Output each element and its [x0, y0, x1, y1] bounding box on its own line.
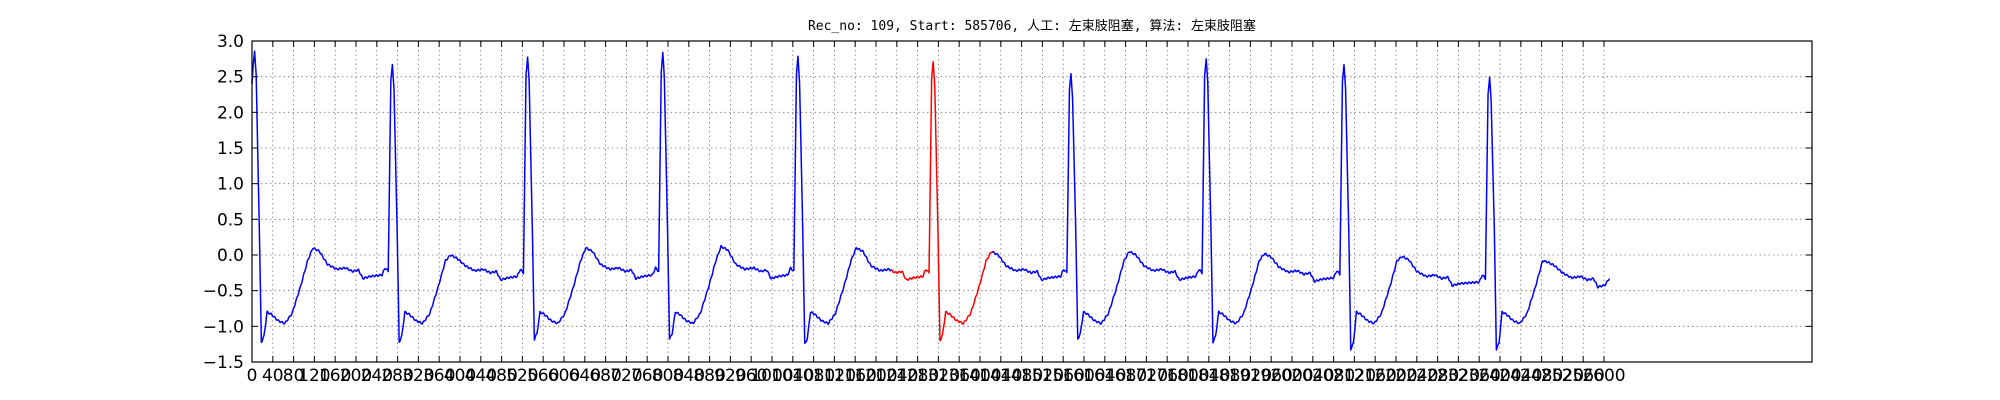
x-tick-label: 200: [340, 366, 372, 386]
x-tick-label: 2480: [1520, 366, 1563, 386]
x-tick-label: 1120: [813, 366, 856, 386]
x-tick-label: 2240: [1395, 366, 1438, 386]
x-tick-label: 1520: [1021, 366, 1064, 386]
x-tick-label: 1720: [1125, 366, 1168, 386]
x-tick-label: 2160: [1354, 366, 1397, 386]
x-tick-label: 1160: [834, 366, 877, 386]
x-tick-label: 2360: [1458, 366, 1501, 386]
x-tick-label: 1360: [938, 366, 981, 386]
x-tick-label: 840: [673, 366, 705, 386]
x-tick-label: 760: [631, 366, 663, 386]
x-tick-label: 320: [402, 366, 434, 386]
x-tick-label: 2600: [1582, 366, 1625, 386]
series-group: [251, 50, 1610, 351]
x-tick-label: 680: [589, 366, 621, 386]
x-tick-label: 2040: [1291, 366, 1334, 386]
x-tick-label: 1840: [1187, 366, 1230, 386]
y-tick-label: 1.0: [217, 175, 244, 195]
x-tick-label: 2520: [1541, 366, 1584, 386]
x-tick-label: 0: [247, 366, 258, 386]
series-line: [251, 50, 893, 345]
x-tick-label: 1920: [1229, 366, 1272, 386]
x-tick-label: 360: [423, 366, 455, 386]
y-tick-label: 2.5: [217, 68, 244, 88]
x-tick-label: 440: [465, 366, 497, 386]
y-tick-label: 1.5: [217, 139, 244, 159]
y-tick-label: 0.0: [217, 246, 244, 266]
x-tick-label: 1560: [1042, 366, 1085, 386]
x-tick-label: 2000: [1270, 366, 1313, 386]
y-tick-label: −1.5: [203, 353, 244, 373]
series-line: [992, 58, 1610, 351]
x-tick-label: 120: [298, 366, 330, 386]
axes: 3.02.52.01.51.00.50.0−0.5−1.0−1.50 40 8012…: [203, 32, 1812, 386]
x-tick-label: 1240: [875, 366, 918, 386]
x-tick-label: 1800: [1166, 366, 1209, 386]
x-tick-label: 1480: [1000, 366, 1043, 386]
x-tick-label: 1400: [958, 366, 1001, 386]
x-tick-label: 2560: [1562, 366, 1605, 386]
x-tick-label: 2400: [1478, 366, 1521, 386]
plot-frame: [251, 40, 1813, 363]
x-tick-label: 600: [548, 366, 580, 386]
x-tick-label: 1000: [750, 366, 793, 386]
x-tick-label: 1880: [1208, 366, 1251, 386]
x-tick-label: 720: [610, 366, 642, 386]
x-tick-label: 1280: [896, 366, 939, 386]
y-tick-label: 0.5: [217, 210, 244, 230]
x-tick-label: 560: [527, 366, 559, 386]
series-line: [890, 60, 994, 342]
x-tick-label: 2120: [1333, 366, 1376, 386]
chart-title: Rec_no: 109, Start: 585706, 人工: 左束肢阻塞, 算…: [808, 18, 1256, 34]
y-tick-label: −1.0: [203, 317, 244, 337]
x-tick-label: 1680: [1104, 366, 1147, 386]
x-tick-label: 40: [262, 366, 284, 386]
x-tick-label: 920: [714, 366, 746, 386]
x-tick-label: 960: [735, 366, 767, 386]
x-tick-label: 2280: [1416, 366, 1459, 386]
x-tick-label: 1200: [854, 366, 897, 386]
x-tick-label: 880: [693, 366, 725, 386]
x-tick-label: 1320: [917, 366, 960, 386]
x-tick-label: 640: [569, 366, 601, 386]
x-tick-label: 1440: [979, 366, 1022, 386]
y-tick-label: 3.0: [217, 32, 244, 52]
x-tick-label: 1640: [1083, 366, 1126, 386]
x-tick-label: 1960: [1250, 366, 1293, 386]
x-tick-label: 1600: [1062, 366, 1105, 386]
y-tick-label: 2.0: [217, 103, 244, 123]
x-tick-label: 400: [444, 366, 476, 386]
x-tick-label: 1040: [771, 366, 814, 386]
x-tick-label: 1760: [1146, 366, 1189, 386]
x-tick-label: 80: [283, 366, 305, 386]
x-tick-label: 520: [506, 366, 538, 386]
x-tick-label: 2080: [1312, 366, 1355, 386]
x-tick-label: 480: [485, 366, 517, 386]
x-tick-label: 2320: [1437, 366, 1480, 386]
grid: [251, 40, 1812, 363]
x-tick-label: 240: [361, 366, 393, 386]
x-tick-label: 280: [381, 366, 413, 386]
x-tick-label: 1080: [792, 366, 835, 386]
y-tick-label: −0.5: [203, 282, 244, 302]
x-tick-label: 800: [652, 366, 684, 386]
x-tick-label: 2440: [1499, 366, 1542, 386]
x-tick-label: 160: [319, 366, 351, 386]
x-tick-label: 2200: [1374, 366, 1417, 386]
